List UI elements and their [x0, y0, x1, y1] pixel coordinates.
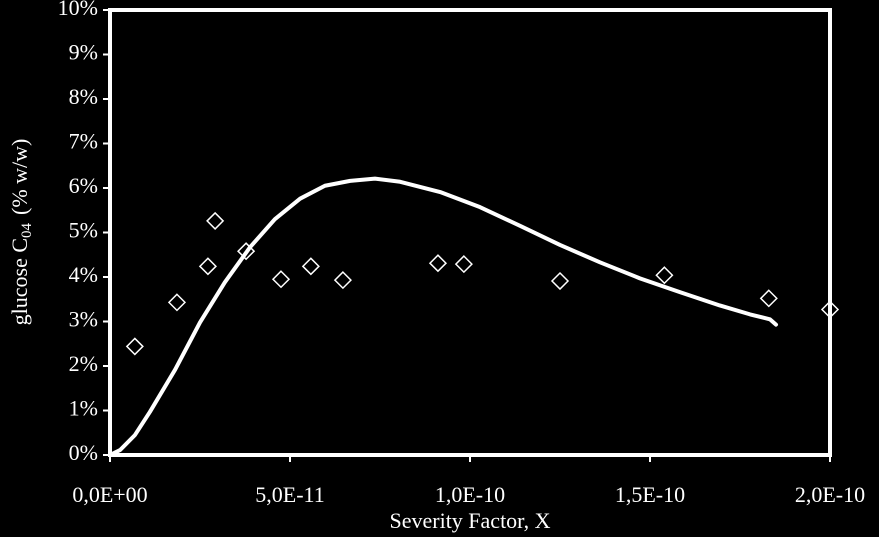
- scatter-point: [198, 257, 217, 276]
- x-tick-label: 0,0E+00: [72, 482, 147, 507]
- y-tick-label: 1%: [69, 396, 98, 421]
- scatter-point: [333, 271, 352, 290]
- y-tick-label: 7%: [69, 129, 98, 154]
- scatter-point: [655, 266, 674, 285]
- scatter-point: [125, 337, 144, 356]
- y-tick-label: 6%: [69, 173, 98, 198]
- y-axis-title-main: glucose C: [7, 238, 32, 325]
- y-tick-label: 4%: [69, 262, 98, 287]
- y-tick-label: 0%: [69, 440, 98, 465]
- scatter-point: [820, 300, 840, 319]
- y-axis-title-sub: 04: [19, 222, 35, 238]
- y-tick-label: 5%: [69, 218, 98, 243]
- scatter-point: [271, 270, 291, 289]
- scatter-point: [454, 255, 473, 274]
- y-axis-title: glucose C04 (% w/w): [7, 139, 35, 326]
- y-tick-label: 10%: [58, 0, 98, 20]
- scatter-point: [759, 289, 778, 308]
- x-tick-label: 1,5E-10: [615, 482, 685, 507]
- y-tick-label: 3%: [69, 307, 98, 332]
- x-tick-label: 1,0E-10: [435, 482, 505, 507]
- scatter-point: [206, 211, 225, 230]
- x-axis-title: Severity Factor, X: [389, 508, 550, 533]
- y-tick-label: 8%: [69, 84, 98, 109]
- line-series: [108, 176, 778, 457]
- y-tick-label: 2%: [69, 351, 98, 376]
- y-axis-title-unit: (% w/w): [7, 139, 32, 215]
- x-tick-label: 2,0E-10: [795, 482, 865, 507]
- scatter-point: [550, 271, 570, 291]
- scatter-point: [428, 254, 448, 273]
- scatter-point: [301, 257, 320, 276]
- scatter-point: [167, 293, 187, 312]
- y-tick-label: 9%: [69, 40, 98, 65]
- x-tick-label: 5,0E-11: [255, 482, 324, 507]
